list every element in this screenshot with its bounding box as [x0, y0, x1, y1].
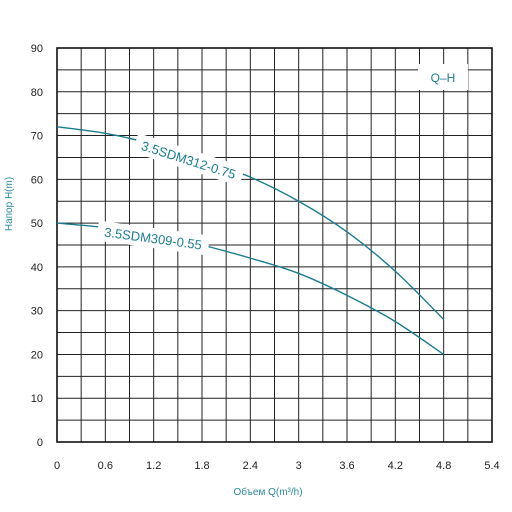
y-tick-label: 70 — [31, 131, 43, 143]
series-label-group: 3.5SDM309-0.55 — [96, 220, 210, 256]
series-label-bg — [132, 133, 246, 187]
x-tick-label: 2.4 — [243, 460, 258, 472]
y-tick-label: 90 — [31, 43, 43, 55]
x-tick-label: 1.8 — [194, 460, 209, 472]
grid — [57, 48, 492, 442]
y-axis-label: Напор H(m) — [4, 177, 15, 231]
x-axis-label: Объем Q(m³/h) — [233, 486, 302, 498]
plot-frame — [56, 47, 493, 443]
series-label-bg — [96, 220, 210, 256]
series-labels: 3.5SDM312-0.75 3.5SDM309-0.55 — [96, 133, 246, 256]
y-tick-label: 0 — [37, 437, 43, 449]
plot-border — [56, 47, 493, 443]
series-label-group: 3.5SDM312-0.75 — [132, 133, 246, 187]
y-tick-label: 50 — [31, 218, 43, 230]
y-tick-label: 80 — [31, 87, 43, 99]
x-tick-label: 5.4 — [484, 460, 499, 472]
legend-badge-box — [418, 64, 468, 90]
x-tick-label: 3 — [296, 460, 302, 472]
x-tick-label: 4.2 — [388, 460, 403, 472]
y-tick-label: 30 — [31, 306, 43, 318]
x-tick-label: 1.2 — [146, 460, 161, 472]
x-tick-label: 4.8 — [436, 460, 451, 472]
legend-badge: Q–H — [418, 64, 468, 90]
y-tick-label: 40 — [31, 262, 43, 274]
y-tick-label: 60 — [31, 174, 43, 186]
x-tick-label: 0 — [54, 460, 60, 472]
x-tick-labels: 0 0.6 1.2 1.8 2.4 3 3.6 4.2 4.8 5.4 — [54, 460, 500, 472]
x-tick-label: 3.6 — [339, 460, 354, 472]
y-tick-label: 10 — [31, 393, 43, 405]
y-tick-label: 20 — [31, 349, 43, 361]
x-tick-label: 0.6 — [98, 460, 113, 472]
legend-badge-text: Q–H — [431, 71, 456, 85]
series-line — [56, 126, 445, 320]
y-tick-labels: 0 10 20 30 40 50 60 70 80 90 — [31, 43, 43, 449]
